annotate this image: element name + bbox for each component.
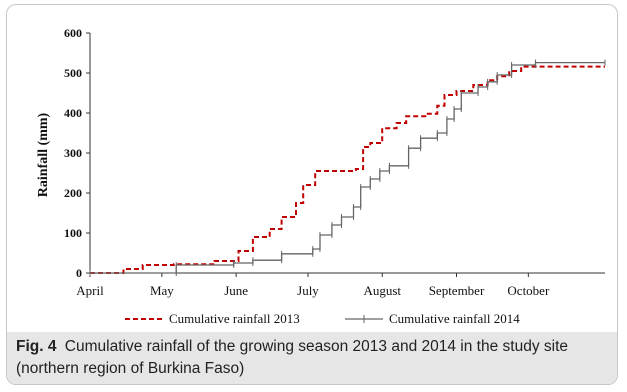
y-tick-label: 500 xyxy=(64,66,82,80)
x-tick-label: May xyxy=(150,283,174,298)
rainfall-chart: 0 100 200 300 400 500 600 April May June July Augus… xyxy=(36,26,606,326)
legend-label-0: Cumulative rainfall 2013 xyxy=(169,311,300,326)
y-axis-label: Rainfall (mm) xyxy=(36,112,51,197)
figure-frame xyxy=(6,4,618,385)
y-tick-label: 0 xyxy=(76,266,82,280)
y-tick-label: 100 xyxy=(64,226,82,240)
y-tick-label: 600 xyxy=(64,26,82,40)
x-tick-label: September xyxy=(429,283,485,298)
caption-label: Fig. 4 xyxy=(16,338,57,355)
figure-caption: Fig. 4 Cumulative rainfall of the growin… xyxy=(16,336,611,380)
x-tick-label: April xyxy=(76,283,104,298)
x-tick-label: June xyxy=(224,283,248,298)
legend-label-1: Cumulative rainfall 2014 xyxy=(389,311,520,326)
y-tick-label: 300 xyxy=(64,146,82,160)
caption-text: Cumulative rainfall of the growing seaso… xyxy=(16,338,569,377)
caption-background xyxy=(7,332,617,384)
x-tick-label: October xyxy=(507,283,550,298)
y-tick-label: 400 xyxy=(64,106,82,120)
series-line-0 xyxy=(90,65,605,274)
x-tick-label: August xyxy=(363,283,401,298)
x-tick-label: July xyxy=(297,283,319,298)
series-line-1 xyxy=(90,61,605,274)
y-tick-label: 200 xyxy=(64,186,82,200)
